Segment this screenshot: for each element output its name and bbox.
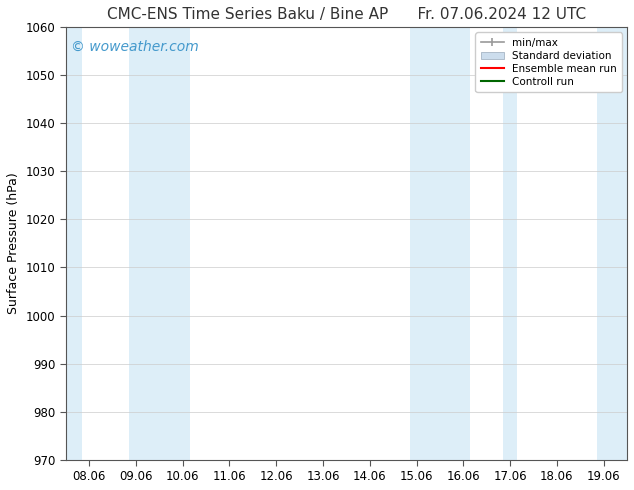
Bar xyxy=(503,27,517,460)
Bar xyxy=(597,27,627,460)
Legend: min/max, Standard deviation, Ensemble mean run, Controll run: min/max, Standard deviation, Ensemble me… xyxy=(476,32,622,92)
Text: © woweather.com: © woweather.com xyxy=(71,40,199,54)
Bar xyxy=(129,27,190,460)
Title: CMC-ENS Time Series Baku / Bine AP      Fr. 07.06.2024 12 UTC: CMC-ENS Time Series Baku / Bine AP Fr. 0… xyxy=(107,7,586,22)
Bar xyxy=(66,27,82,460)
Y-axis label: Surface Pressure (hPa): Surface Pressure (hPa) xyxy=(7,172,20,314)
Bar xyxy=(410,27,470,460)
